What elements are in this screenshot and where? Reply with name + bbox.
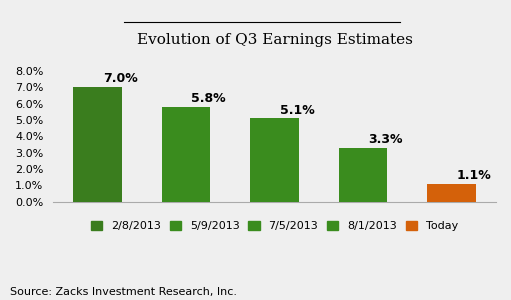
Bar [427,184,476,202]
Text: 1.1%: 1.1% [457,169,492,182]
Text: 3.3%: 3.3% [368,133,403,146]
Bar [161,107,211,202]
Bar [339,148,387,202]
Bar [250,118,299,202]
Text: 5.8%: 5.8% [191,92,226,105]
Legend: 2/8/2013, 5/9/2013, 7/5/2013, 8/1/2013, Today: 2/8/2013, 5/9/2013, 7/5/2013, 8/1/2013, … [87,217,462,236]
Text: 7.0%: 7.0% [103,73,137,85]
Bar [73,87,122,202]
Text: Evolution of Q3 Earnings Estimates: Evolution of Q3 Earnings Estimates [136,33,412,47]
Text: Source: Zacks Investment Research, Inc.: Source: Zacks Investment Research, Inc. [10,287,237,297]
Text: 5.1%: 5.1% [280,103,315,117]
